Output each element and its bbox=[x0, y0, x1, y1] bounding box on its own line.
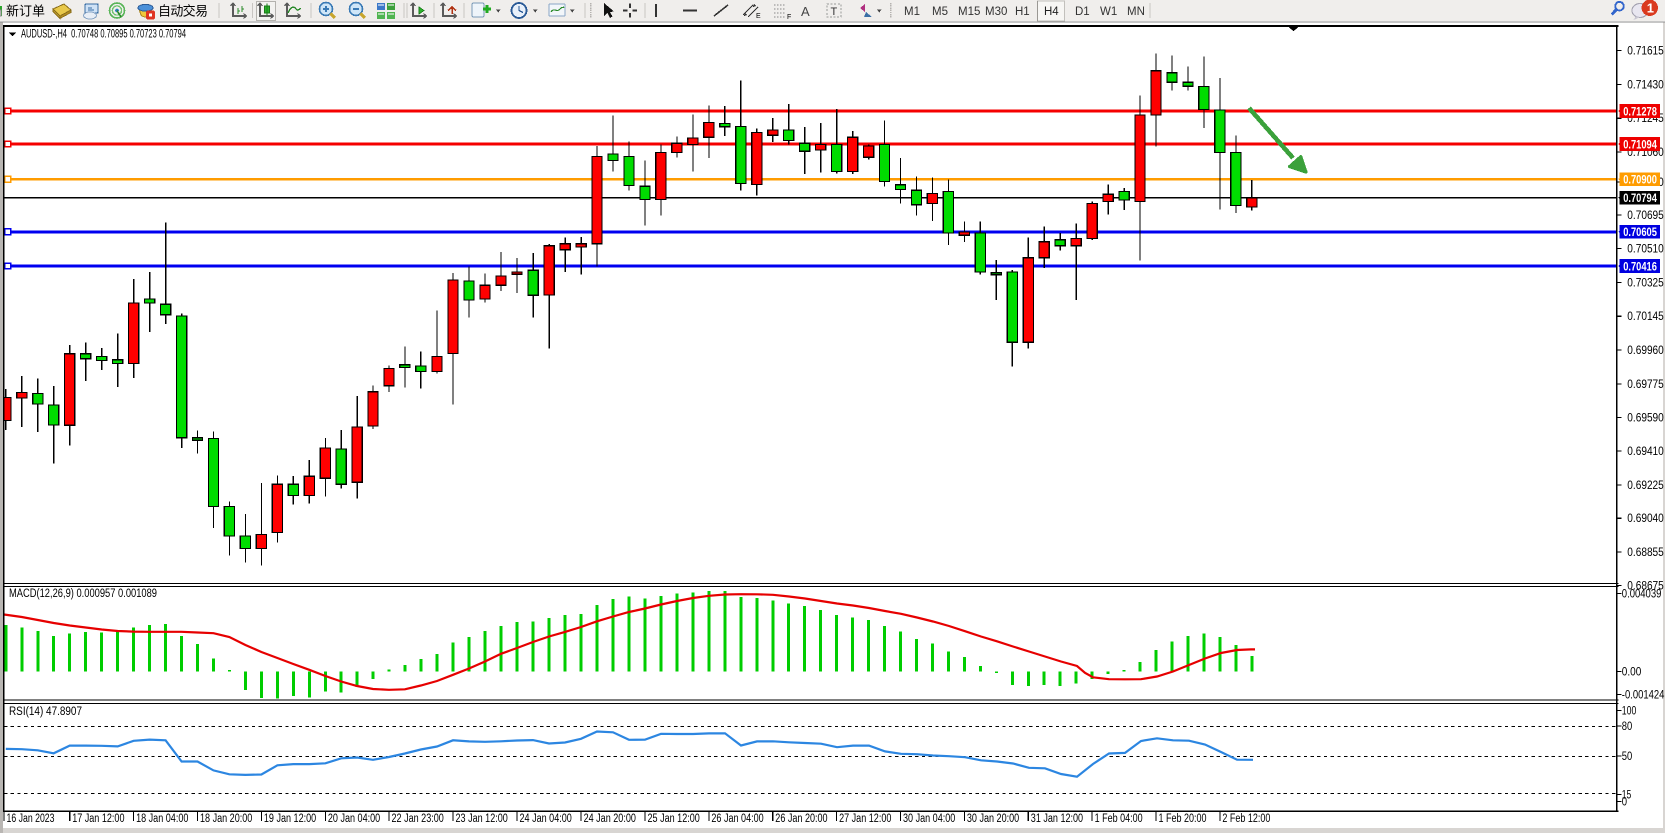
svg-text:16 Jan 2023: 16 Jan 2023 bbox=[7, 813, 55, 825]
svg-text:A: A bbox=[801, 4, 810, 19]
svg-text:0.71615: 0.71615 bbox=[1627, 46, 1664, 58]
svg-text:0.71094: 0.71094 bbox=[1623, 139, 1657, 151]
svg-text:MN: MN bbox=[1127, 6, 1145, 18]
svg-text:0.69410: 0.69410 bbox=[1627, 446, 1664, 458]
svg-text:自动交易: 自动交易 bbox=[158, 4, 208, 19]
svg-text:M1: M1 bbox=[904, 6, 920, 18]
svg-text:26 Jan 20:00: 26 Jan 20:00 bbox=[775, 813, 827, 825]
svg-text:17 Jan 12:00: 17 Jan 12:00 bbox=[72, 813, 124, 825]
svg-text:100: 100 bbox=[1622, 705, 1637, 717]
svg-text:26 Jan 04:00: 26 Jan 04:00 bbox=[711, 813, 763, 825]
svg-text:80: 80 bbox=[1622, 721, 1633, 733]
svg-text:H1: H1 bbox=[1015, 6, 1030, 18]
svg-text:27 Jan 12:00: 27 Jan 12:00 bbox=[839, 813, 891, 825]
svg-text:24 Jan 20:00: 24 Jan 20:00 bbox=[584, 813, 636, 825]
svg-text:50: 50 bbox=[1622, 751, 1633, 763]
svg-text:0.00: 0.00 bbox=[1622, 666, 1642, 678]
svg-text:0.70794: 0.70794 bbox=[1623, 193, 1657, 205]
svg-text:-0.001424: -0.001424 bbox=[1622, 690, 1665, 702]
svg-text:0.70416: 0.70416 bbox=[1623, 261, 1657, 273]
svg-text:0.69590: 0.69590 bbox=[1627, 413, 1664, 425]
svg-text:18 Jan 20:00: 18 Jan 20:00 bbox=[200, 813, 252, 825]
svg-text:18 Jan 04:00: 18 Jan 04:00 bbox=[136, 813, 188, 825]
svg-text:0.69040: 0.69040 bbox=[1627, 513, 1664, 525]
svg-text:M30: M30 bbox=[985, 6, 1007, 18]
svg-text:M5: M5 bbox=[932, 6, 948, 18]
svg-text:0.69775: 0.69775 bbox=[1627, 379, 1664, 391]
svg-text:0.69960: 0.69960 bbox=[1627, 345, 1664, 357]
svg-text:新订单: 新订单 bbox=[6, 4, 45, 19]
svg-text:1 Feb 20:00: 1 Feb 20:00 bbox=[1159, 813, 1207, 825]
svg-text:19 Jan 12:00: 19 Jan 12:00 bbox=[264, 813, 316, 825]
svg-text:0.70510: 0.70510 bbox=[1627, 244, 1664, 256]
svg-text:0.71278: 0.71278 bbox=[1623, 106, 1657, 118]
svg-text:31 Jan 12:00: 31 Jan 12:00 bbox=[1031, 813, 1083, 825]
svg-text:0.70145: 0.70145 bbox=[1627, 311, 1664, 323]
svg-text:20 Jan 04:00: 20 Jan 04:00 bbox=[328, 813, 380, 825]
svg-text:0.68675: 0.68675 bbox=[1627, 580, 1664, 592]
svg-text:1 Feb 04:00: 1 Feb 04:00 bbox=[1095, 813, 1143, 825]
svg-text:MACD(12,26,9) 0.000957 0.00108: MACD(12,26,9) 0.000957 0.001089 bbox=[9, 588, 157, 600]
svg-text:0.70695: 0.70695 bbox=[1627, 210, 1664, 222]
svg-text:E: E bbox=[756, 13, 761, 20]
svg-text:24 Jan 04:00: 24 Jan 04:00 bbox=[520, 813, 572, 825]
svg-text:1: 1 bbox=[1647, 1, 1654, 16]
svg-text:T: T bbox=[831, 6, 838, 18]
svg-text:0.71430: 0.71430 bbox=[1627, 79, 1664, 91]
svg-text:M15: M15 bbox=[958, 6, 980, 18]
svg-text:23 Jan 12:00: 23 Jan 12:00 bbox=[456, 813, 508, 825]
svg-text:22 Jan 23:00: 22 Jan 23:00 bbox=[392, 813, 444, 825]
svg-text:0.004039: 0.004039 bbox=[1622, 589, 1662, 601]
svg-text:W1: W1 bbox=[1100, 6, 1117, 18]
svg-text:30 Jan 04:00: 30 Jan 04:00 bbox=[903, 813, 955, 825]
svg-text:0.68855: 0.68855 bbox=[1627, 547, 1664, 559]
svg-text:0.70325: 0.70325 bbox=[1627, 277, 1664, 289]
svg-text:0: 0 bbox=[1622, 797, 1627, 809]
svg-text:AUDUSD-,H4 0.70748 0.70895 0.: AUDUSD-,H4 0.70748 0.70895 0.70723 0.707… bbox=[21, 29, 186, 41]
svg-text:0.70900: 0.70900 bbox=[1623, 175, 1657, 187]
svg-text:H4: H4 bbox=[1044, 6, 1059, 18]
svg-text:30 Jan 20:00: 30 Jan 20:00 bbox=[967, 813, 1019, 825]
svg-text:25 Jan 12:00: 25 Jan 12:00 bbox=[648, 813, 700, 825]
svg-text:RSI(14) 47.8907: RSI(14) 47.8907 bbox=[9, 706, 82, 718]
svg-text:2 Feb 12:00: 2 Feb 12:00 bbox=[1222, 813, 1270, 825]
svg-text:0.70605: 0.70605 bbox=[1623, 227, 1657, 239]
svg-text:0.69225: 0.69225 bbox=[1627, 480, 1664, 492]
svg-text:F: F bbox=[787, 14, 791, 21]
svg-text:D1: D1 bbox=[1075, 6, 1090, 18]
svg-text:15: 15 bbox=[1622, 789, 1632, 801]
